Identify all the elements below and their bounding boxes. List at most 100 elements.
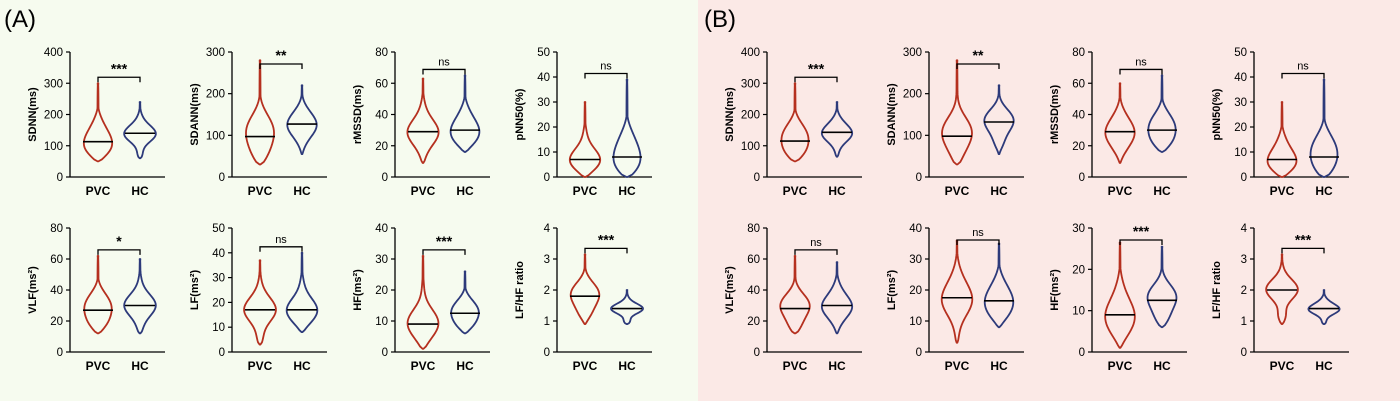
significance-label: ns <box>600 61 612 73</box>
panel-b-background <box>698 0 1400 401</box>
panel-label-b: (B) <box>704 6 736 33</box>
y-tick-label: 0 <box>382 347 388 359</box>
significance-label: ns <box>972 227 984 239</box>
x-tick-label: HC <box>828 184 846 198</box>
violin-hc <box>285 251 319 334</box>
violin-hc <box>1307 289 1341 325</box>
y-tick-label: 300 <box>741 78 760 90</box>
x-tick-label: HC <box>828 359 846 373</box>
x-tick-label: PVC <box>945 184 970 198</box>
y-tick-label: 4 <box>1241 223 1248 235</box>
x-tick-label: PVC <box>573 184 598 198</box>
violin-pvc <box>1104 82 1136 164</box>
x-tick-label: PVC <box>248 184 273 198</box>
y-tick-label: 0 <box>382 172 388 184</box>
x-tick-label: PVC <box>1108 359 1133 373</box>
y-tick-label: 30 <box>1234 97 1247 109</box>
y-tick-label: 80 <box>747 223 760 235</box>
violin-hc <box>820 261 854 335</box>
x-tick-label: HC <box>1315 184 1333 198</box>
significance-bracket <box>794 76 838 83</box>
significance-bracket <box>422 249 466 255</box>
y-axis-label: VLF(ms²) <box>724 266 736 314</box>
subplot-a-1: 0 100 200 300 400 SDNN(ms) PVC HC *** <box>27 47 165 198</box>
x-tick-label: PVC <box>411 184 436 198</box>
y-tick-label: 3 <box>1241 254 1247 266</box>
x-tick-label: HC <box>1153 359 1171 373</box>
x-tick-label: HC <box>618 184 636 198</box>
y-tick-label: 30 <box>1072 223 1085 235</box>
x-tick-label: HC <box>131 359 149 373</box>
y-tick-label: 20 <box>1234 122 1247 134</box>
y-tick-label: 0 <box>1241 347 1247 359</box>
y-axis-label: LF(ms²) <box>189 270 201 311</box>
violin-hc <box>1309 78 1339 178</box>
y-tick-label: 20 <box>747 316 760 328</box>
y-tick-label: 0 <box>219 347 225 359</box>
y-tick-label: 0 <box>916 347 922 359</box>
y-tick-label: 20 <box>212 297 225 309</box>
y-axis-label: rMSSD(ms) <box>352 85 364 145</box>
significance-label: ** <box>973 47 984 63</box>
y-tick-label: 40 <box>212 248 225 260</box>
y-tick-label: 100 <box>741 141 760 153</box>
y-tick-label: 60 <box>50 254 63 266</box>
y-tick-label: 40 <box>1072 110 1085 122</box>
y-tick-label: 3 <box>544 254 550 266</box>
violin-pvc <box>245 59 275 166</box>
x-tick-label: HC <box>293 184 311 198</box>
y-axis-label: HF(ms²) <box>1049 269 1061 311</box>
significance-bracket <box>794 249 838 255</box>
y-tick-label: 2 <box>1241 285 1247 297</box>
y-tick-label: 200 <box>903 89 922 101</box>
y-tick-label: 40 <box>375 110 388 122</box>
y-tick-label: 20 <box>375 285 388 297</box>
x-tick-label: PVC <box>1270 184 1295 198</box>
y-tick-label: 20 <box>909 285 922 297</box>
y-tick-label: 10 <box>1234 147 1247 159</box>
significance-bracket <box>1281 247 1325 254</box>
significance-label: ns <box>1135 56 1147 68</box>
x-tick-label: HC <box>990 184 1008 198</box>
y-tick-label: 4 <box>544 223 551 235</box>
y-tick-label: 2 <box>544 285 550 297</box>
x-tick-label: PVC <box>573 359 598 373</box>
x-tick-label: HC <box>1153 184 1171 198</box>
subplot-a-3: 0 20 40 60 80 rMSSD(ms) PVC HC ns <box>352 47 490 198</box>
y-tick-label: 60 <box>747 254 760 266</box>
x-tick-label: HC <box>456 359 474 373</box>
x-tick-label: PVC <box>945 359 970 373</box>
violin-hc <box>123 258 157 335</box>
y-tick-label: 20 <box>1072 264 1085 276</box>
significance-label: *** <box>436 233 453 249</box>
y-tick-label: 80 <box>50 223 63 235</box>
violin-pvc <box>568 101 602 178</box>
subplot-b-6: 0 10 20 30 40 LF(ms²) PVC HC ns <box>886 223 1024 373</box>
y-tick-label: 100 <box>903 130 922 142</box>
subplot-b-7: 0 10 20 30 HF(ms²) PVC HC *** <box>1049 223 1187 373</box>
y-axis-label: rMSSD(ms) <box>1049 85 1061 145</box>
y-axis-label: LF/HF ratio <box>514 261 526 319</box>
y-tick-label: 40 <box>375 223 388 235</box>
y-tick-label: 10 <box>537 147 550 159</box>
subplot-b-2: 0 100 200 300 SDANN(ms) PVC HC ** <box>886 47 1024 198</box>
y-tick-label: 0 <box>1079 347 1085 359</box>
y-tick-label: 10 <box>1072 306 1085 318</box>
violin-hc <box>1147 74 1177 153</box>
x-tick-label: HC <box>618 359 636 373</box>
significance-label: * <box>116 233 122 249</box>
y-tick-label: 30 <box>375 254 388 266</box>
violin-hc <box>610 289 644 325</box>
y-tick-label: 300 <box>206 47 225 59</box>
significance-label: *** <box>808 60 825 76</box>
violin-pvc <box>243 259 277 346</box>
y-axis-label: VLF(ms²) <box>27 266 39 314</box>
significance-bracket <box>259 63 303 69</box>
subplot-a-5: 0 20 40 60 80 VLF(ms²) PVC HC * <box>27 223 165 373</box>
significance-bracket <box>1119 239 1163 245</box>
x-tick-label: PVC <box>411 359 436 373</box>
violin-hc <box>1146 245 1178 329</box>
violin-hc <box>450 270 480 335</box>
y-tick-label: 100 <box>44 141 63 153</box>
